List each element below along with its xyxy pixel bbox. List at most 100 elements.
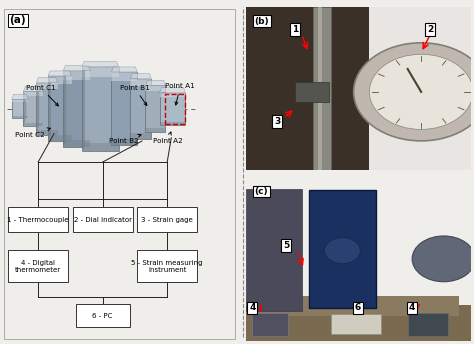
Bar: [246, 138, 471, 146]
Bar: [160, 93, 185, 97]
Bar: [12, 99, 28, 118]
Bar: [246, 31, 471, 40]
Bar: [12, 99, 28, 101]
Bar: [8, 207, 68, 232]
Text: 5 - Strain measuring
instrument: 5 - Strain measuring instrument: [131, 260, 203, 273]
Bar: [246, 72, 471, 80]
Bar: [146, 85, 165, 91]
Bar: [36, 130, 57, 135]
Polygon shape: [48, 76, 51, 141]
Polygon shape: [111, 67, 137, 72]
Bar: [165, 94, 185, 123]
Text: Point A1: Point A1: [165, 83, 195, 105]
Bar: [246, 7, 369, 170]
Bar: [82, 67, 118, 151]
Bar: [137, 250, 197, 282]
Circle shape: [412, 236, 474, 282]
Bar: [246, 64, 471, 72]
Bar: [246, 129, 471, 138]
Bar: [246, 97, 471, 105]
Text: 4 - Digital
thermometer: 4 - Digital thermometer: [15, 260, 61, 273]
Text: 1 - Thermocouple: 1 - Thermocouple: [8, 217, 69, 223]
Bar: [252, 313, 288, 336]
Bar: [246, 40, 471, 48]
Polygon shape: [24, 86, 44, 91]
Polygon shape: [82, 67, 85, 151]
Bar: [246, 23, 471, 31]
Text: (b): (b): [255, 17, 269, 26]
Bar: [246, 189, 302, 311]
Bar: [146, 85, 165, 132]
Bar: [246, 305, 471, 341]
Bar: [130, 133, 151, 139]
Bar: [64, 71, 91, 80]
Bar: [309, 190, 376, 308]
Bar: [130, 79, 151, 139]
Bar: [246, 89, 471, 97]
Bar: [24, 91, 44, 126]
Bar: [111, 72, 137, 146]
Circle shape: [324, 238, 360, 264]
Text: 2: 2: [427, 25, 433, 34]
Bar: [36, 83, 57, 89]
Bar: [318, 7, 322, 170]
Polygon shape: [64, 66, 91, 71]
Bar: [137, 207, 197, 232]
Bar: [8, 250, 68, 282]
Text: Point C1: Point C1: [26, 85, 58, 106]
Bar: [12, 116, 28, 118]
Bar: [48, 76, 72, 84]
Bar: [246, 7, 471, 15]
Polygon shape: [48, 71, 72, 76]
Bar: [160, 93, 185, 125]
Bar: [246, 15, 471, 23]
Bar: [246, 48, 471, 56]
Polygon shape: [82, 62, 118, 67]
Bar: [64, 71, 91, 147]
Bar: [130, 79, 151, 86]
Bar: [246, 162, 471, 170]
Bar: [246, 146, 471, 154]
Text: Point B2: Point B2: [109, 135, 141, 144]
Bar: [408, 313, 448, 336]
Bar: [24, 123, 44, 126]
Text: (c): (c): [255, 187, 268, 196]
Polygon shape: [12, 94, 28, 99]
Text: 1: 1: [292, 25, 298, 34]
Text: 6 - PC: 6 - PC: [92, 313, 113, 319]
Text: 4: 4: [409, 303, 415, 312]
Bar: [24, 91, 44, 96]
Bar: [246, 113, 471, 121]
Bar: [246, 56, 471, 64]
Bar: [48, 136, 72, 141]
Circle shape: [369, 54, 473, 129]
Polygon shape: [36, 83, 39, 135]
Bar: [73, 207, 133, 232]
Bar: [111, 139, 137, 146]
Text: 2 - Dial indicator: 2 - Dial indicator: [73, 217, 132, 223]
Bar: [295, 82, 329, 102]
Text: (a): (a): [9, 15, 26, 25]
Bar: [64, 140, 91, 147]
Polygon shape: [24, 91, 26, 126]
Text: 4: 4: [249, 303, 255, 312]
Bar: [313, 7, 331, 170]
Bar: [160, 122, 185, 125]
Bar: [331, 314, 381, 334]
Text: 5: 5: [283, 241, 289, 250]
Bar: [82, 143, 118, 151]
Polygon shape: [64, 71, 66, 147]
Text: 3: 3: [274, 117, 280, 126]
Bar: [246, 80, 471, 88]
Bar: [82, 67, 118, 77]
Bar: [246, 121, 471, 129]
Polygon shape: [130, 74, 151, 79]
Text: Point B1: Point B1: [119, 85, 149, 106]
Text: 3 - Strain gage: 3 - Strain gage: [141, 217, 193, 223]
Bar: [257, 297, 459, 316]
Polygon shape: [160, 88, 185, 93]
Bar: [111, 72, 137, 81]
Bar: [76, 304, 129, 327]
Bar: [36, 83, 57, 135]
Text: 6: 6: [355, 303, 361, 312]
